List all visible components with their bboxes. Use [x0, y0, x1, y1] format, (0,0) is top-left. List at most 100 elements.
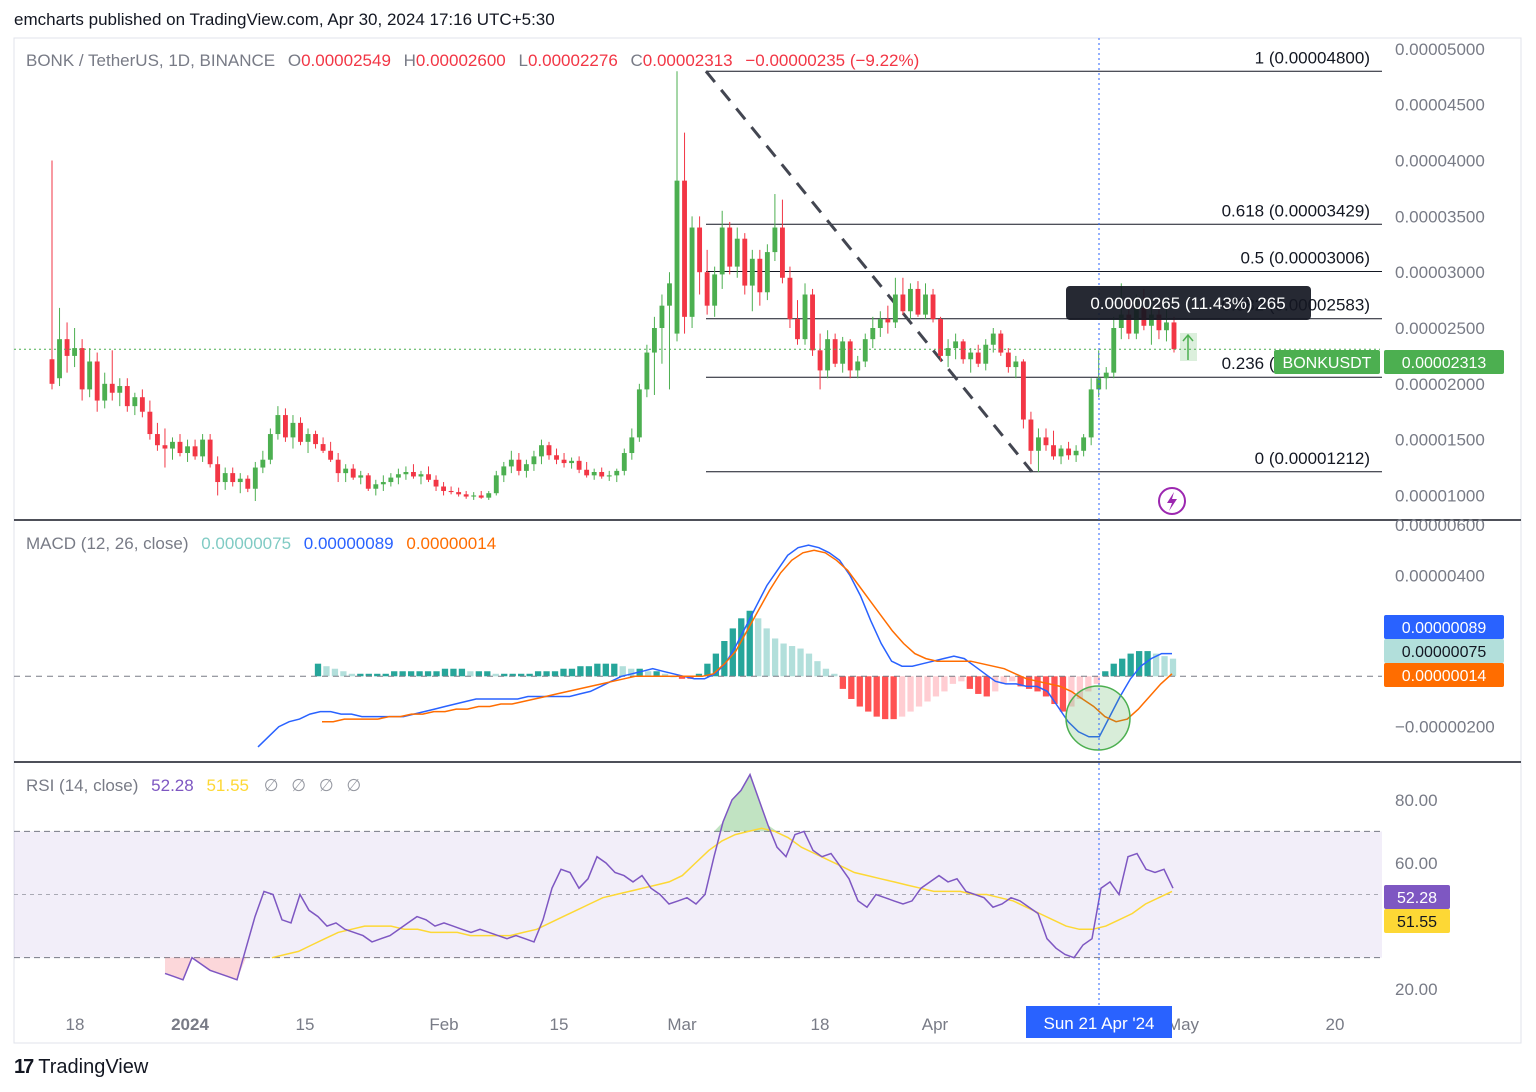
- candle-body: [614, 470, 620, 476]
- fib-retracement[interactable]: 1 (0.00004800) 0.618 (0.00003429) 0.5 (0.0…: [706, 48, 1382, 473]
- rsi-tick: 80.00: [1395, 791, 1438, 810]
- candle-body: [704, 272, 710, 306]
- candle-body: [320, 444, 326, 451]
- macd-hist-bar: [721, 641, 728, 677]
- time-tick: 18: [66, 1015, 85, 1034]
- price-tick: 0.00001500: [1395, 431, 1485, 450]
- candle-body: [170, 441, 175, 449]
- candle-body: [448, 490, 454, 493]
- price-tick: 0.00003500: [1395, 207, 1485, 226]
- macd-hist-bar: [424, 671, 432, 677]
- macd-hist-bar: [873, 676, 880, 717]
- candle-body: [606, 475, 612, 477]
- candle-body: [1164, 322, 1169, 331]
- candle-body: [501, 466, 507, 476]
- candle-body: [124, 386, 130, 407]
- candle-body: [185, 446, 190, 454]
- candle-body: [72, 348, 78, 356]
- candle-body: [222, 473, 228, 483]
- candle-body: [644, 352, 650, 390]
- macd-hist-bar: [416, 671, 423, 677]
- macd-hist-bar: [797, 648, 804, 677]
- macd-hist-bar: [1042, 676, 1050, 697]
- candle-body: [245, 478, 251, 489]
- candle-body: [1133, 307, 1139, 334]
- macd-hist-bar: [941, 676, 948, 692]
- fib-level-label: 0.5 (0.00003006): [1241, 249, 1371, 268]
- candle-body: [802, 294, 808, 340]
- macd-hist-bar: [848, 676, 855, 699]
- measure-tool[interactable]: 0.00000265 (11.43%) 265: [1066, 286, 1311, 361]
- tradingview-wordmark: TradingView: [38, 1056, 149, 1078]
- candle-body: [779, 227, 785, 278]
- symbol-badge: BONKUSDT: [1283, 355, 1372, 372]
- macd-hist-bar: [678, 676, 686, 679]
- candle-body: [1051, 445, 1056, 457]
- candle-body: [1118, 314, 1124, 328]
- candle-body: [787, 277, 793, 320]
- macd-hist-bar: [1102, 671, 1109, 677]
- macd-hist-bar: [831, 673, 838, 677]
- macd-hist-bar: [543, 671, 550, 677]
- legend-change: −0.00000235 (−9.22%): [745, 51, 919, 70]
- candle-body: [343, 468, 349, 474]
- measure-arrow-head: [1182, 333, 1194, 342]
- candle-body: [757, 258, 763, 293]
- candle-body: [1111, 328, 1117, 373]
- crosshair-date: Sun 21 Apr '24: [1026, 1006, 1172, 1038]
- tradingview-logo[interactable]: 17 TradingView: [14, 1056, 148, 1079]
- macd-cross-highlight: [1065, 685, 1131, 751]
- signal-badge: 0.00000014: [1402, 668, 1487, 685]
- candle-body: [923, 294, 928, 315]
- price-axis[interactable]: 0.00005000 0.00004500 0.00004000 0.00003500…: [1395, 40, 1495, 999]
- macd-hist-bar: [441, 668, 449, 677]
- candle-body: [1126, 314, 1132, 334]
- published-caption: emcharts published on TradingView.com, A…: [14, 10, 555, 29]
- macd-badges: 0.00000089 0.00000075 0.00000014: [1384, 615, 1504, 687]
- time-tick: 18: [811, 1015, 830, 1034]
- macd-hist-bar: [365, 673, 372, 677]
- candle-body: [298, 422, 303, 442]
- lightning-icon[interactable]: [1158, 487, 1186, 515]
- candle-body: [591, 472, 597, 476]
- candle-body: [636, 389, 642, 438]
- time-tick: 15: [296, 1015, 315, 1034]
- rsi-legend-extra-1: ∅: [264, 776, 279, 795]
- candle-body: [433, 479, 439, 487]
- macd-hist-bar: [992, 676, 999, 692]
- macd-hist-bar: [746, 610, 753, 677]
- time-axis[interactable]: 18 2024 15 Feb 15 Mar 18 Apr May 20: [66, 1015, 1345, 1034]
- candle-body: [915, 288, 921, 315]
- candle-body: [629, 437, 635, 454]
- candle-body: [998, 333, 1004, 353]
- macd-hist-bar: [1017, 676, 1024, 687]
- rsi-legend-extra-4: ∅: [346, 776, 361, 795]
- price-tick: 0.00003000: [1395, 263, 1485, 282]
- macd-hist-bar: [433, 671, 440, 677]
- candle-body: [576, 460, 582, 470]
- candle-body: [177, 441, 183, 454]
- candle-body: [1028, 419, 1034, 451]
- measure-tooltip: 0.00000265 (11.43%) 265: [1090, 294, 1285, 313]
- rsi-legend-ma: 51.55: [206, 776, 249, 795]
- candle-body: [463, 494, 469, 497]
- macd-hist-bar: [788, 646, 796, 677]
- macd-hist-bar: [509, 673, 516, 677]
- macd-hist-bar: [890, 676, 897, 720]
- tradingview-logo-icon: 17: [14, 1056, 34, 1078]
- candle-body: [493, 475, 499, 494]
- macd-legend-signal: 0.00000014: [406, 534, 496, 553]
- candle-body: [825, 339, 831, 371]
- candle-body: [87, 361, 93, 390]
- macd-hist-bar: [577, 666, 584, 677]
- candle-body: [908, 288, 913, 312]
- candle-body: [426, 474, 431, 480]
- macd-tick: 0.00000400: [1395, 566, 1485, 585]
- candle-body: [968, 352, 974, 360]
- time-tick: 20: [1326, 1015, 1345, 1034]
- macd-hist-bar: [805, 653, 813, 677]
- candle-body: [659, 305, 665, 328]
- macd-hist-bar: [399, 671, 406, 677]
- macd-hist-bar: [1025, 676, 1033, 689]
